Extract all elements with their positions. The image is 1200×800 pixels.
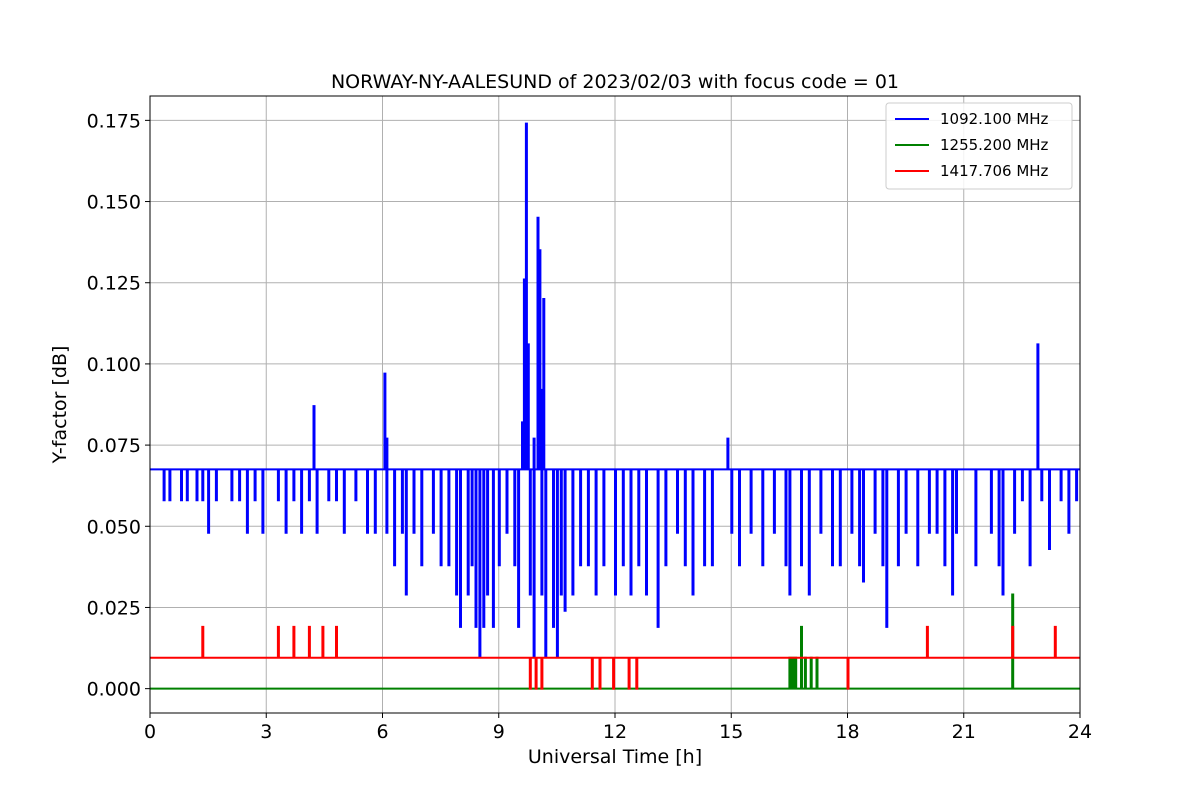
y-tick-label: 0.125 <box>87 273 141 295</box>
legend: 1092.100 MHz 1255.200 MHz 1417.706 MHz <box>885 102 1073 190</box>
legend-label-1417: 1417.706 MHz <box>940 162 1049 180</box>
x-tick-label: 6 <box>376 721 388 743</box>
x-tick-label: 9 <box>493 721 505 743</box>
y-tick-label: 0.000 <box>87 679 141 701</box>
y-tick-label: 0.075 <box>87 435 141 457</box>
y-tick-label: 0.100 <box>87 354 141 376</box>
x-tick-label: 3 <box>260 721 272 743</box>
x-tick-label: 24 <box>1068 721 1092 743</box>
x-tick-label: 15 <box>719 721 743 743</box>
series-1092-line <box>150 122 1080 658</box>
series-1417-line <box>150 625 1080 690</box>
ticks: 0 3 6 9 12 15 18 21 24 0.000 0.025 0.050 0.075 0.100 0… <box>87 110 1093 743</box>
y-axis-label: Y-factor [dB] <box>49 346 71 465</box>
x-tick-label: 18 <box>835 721 859 743</box>
y-tick-label: 0.150 <box>87 192 141 214</box>
legend-label-1255: 1255.200 MHz <box>940 136 1049 154</box>
x-tick-label: 0 <box>144 721 156 743</box>
x-tick-label: 21 <box>952 721 976 743</box>
series-lines <box>150 122 1080 690</box>
x-axis-label: Universal Time [h] <box>528 746 702 768</box>
y-tick-label: 0.050 <box>87 516 141 538</box>
x-tick-label: 12 <box>603 721 627 743</box>
legend-box <box>885 102 1073 190</box>
y-tick-label: 0.025 <box>87 597 141 619</box>
legend-label-1092: 1092.100 MHz <box>940 110 1049 128</box>
y-tick-label: 0.175 <box>87 110 141 132</box>
chart-title: NORWAY-NY-AALESUND of 2023/02/03 with fo… <box>331 71 899 93</box>
